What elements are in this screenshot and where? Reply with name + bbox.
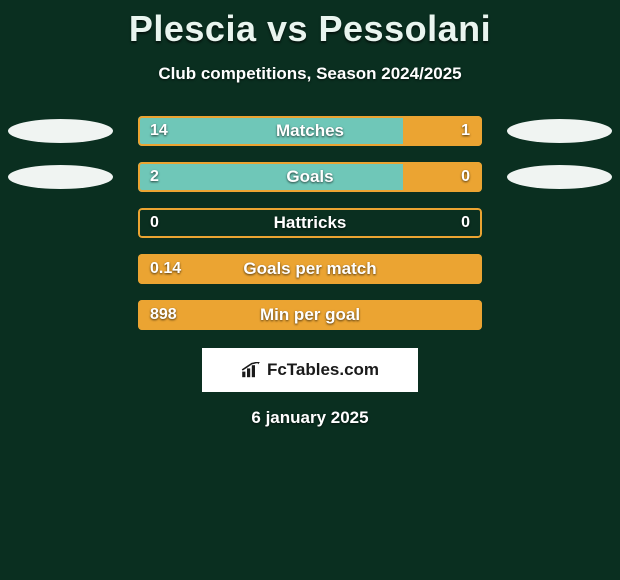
stat-row: 898Min per goal (0, 300, 620, 330)
stat-rows: 141Matches 20Goals 0 0Hattricks 0.14Goals pe… (0, 116, 620, 330)
stat-bar: 20Goals (138, 162, 482, 192)
logo-text: FcTables.com (267, 360, 379, 380)
stat-label: Hattricks (138, 208, 482, 238)
player-left-marker (8, 165, 113, 189)
logo-box: FcTables.com (202, 348, 418, 392)
stat-right-value: 0 (449, 208, 482, 238)
player-right-marker (507, 165, 612, 189)
stat-row: 0.14Goals per match (0, 254, 620, 284)
bar-left-fill (138, 162, 403, 192)
bar-right-fill (403, 162, 482, 192)
stat-bar: 898Min per goal (138, 300, 482, 330)
bar-right-fill (403, 116, 482, 146)
stat-bar: 0.14Goals per match (138, 254, 482, 284)
stat-row: 141Matches (0, 116, 620, 146)
bar-border (138, 208, 482, 238)
page-title: Plescia vs Pessolani (0, 0, 620, 50)
bar-right-fill (138, 300, 482, 330)
stat-bar: 141Matches (138, 116, 482, 146)
player-right-marker (507, 119, 612, 143)
comparison-infographic: Plescia vs Pessolani Club competitions, … (0, 0, 620, 580)
date-label: 6 january 2025 (0, 408, 620, 428)
stat-row: 0 0Hattricks (0, 208, 620, 238)
player-left-marker (8, 119, 113, 143)
bar-left-fill (138, 116, 403, 146)
bar-right-fill (138, 254, 482, 284)
stat-row: 20Goals (0, 162, 620, 192)
stat-bar: 0 0Hattricks (138, 208, 482, 238)
subtitle: Club competitions, Season 2024/2025 (0, 64, 620, 84)
barchart-icon (241, 362, 261, 378)
stat-left-value: 0 (138, 208, 171, 238)
